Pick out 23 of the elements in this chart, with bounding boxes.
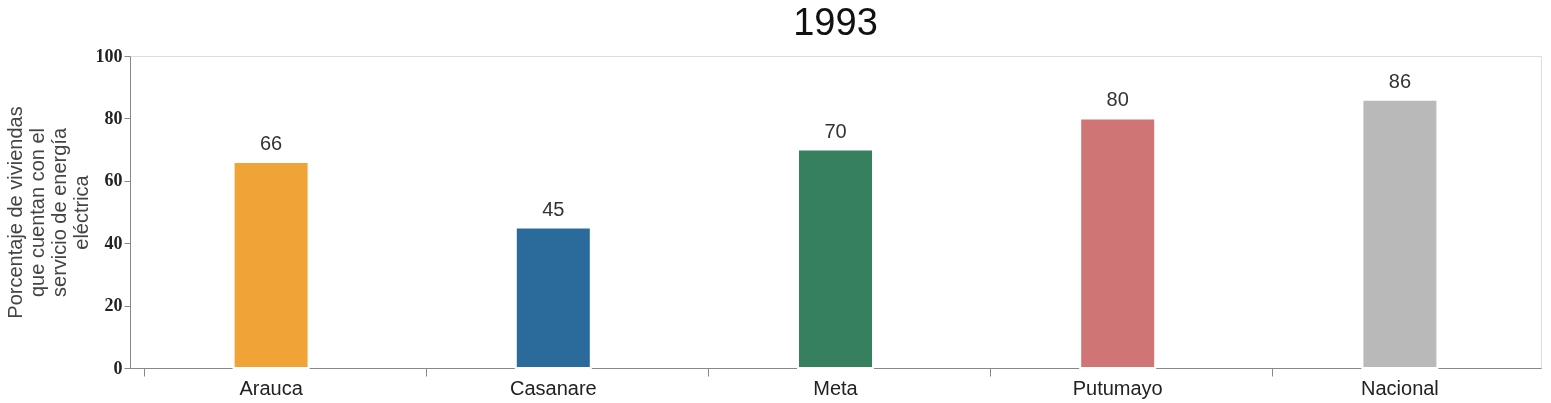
y-tick-label: 40 (104, 232, 123, 253)
x-tick-label: Putumayo (1072, 376, 1163, 399)
x-tick-label: Arauca (239, 376, 304, 399)
data-label: 66 (259, 132, 283, 155)
data-label: 86 (1388, 69, 1412, 92)
y-tick-label: 100 (95, 45, 123, 66)
x-tick-label: Casanare (509, 376, 597, 399)
y-tick-label: 20 (104, 295, 123, 316)
x-tick-label: Nacional (1360, 376, 1439, 399)
y-tick-label: 0 (113, 357, 123, 378)
bar (1361, 98, 1439, 369)
y-tick-label: 80 (104, 107, 123, 128)
chart-title: 1993 (793, 1, 878, 43)
bar (1079, 117, 1157, 369)
y-axis-title: Porcentaje de viviendas que cuentan con el servicio de energía eléctrica (3, 106, 92, 319)
bar (797, 148, 874, 369)
x-tick-label: Meta (813, 376, 859, 399)
data-label: 45 (542, 197, 565, 220)
data-label: 80 (1106, 88, 1129, 111)
data-label: 70 (824, 119, 847, 142)
bar (514, 226, 592, 369)
bar (232, 161, 310, 369)
y-tick-label: 60 (104, 170, 123, 191)
